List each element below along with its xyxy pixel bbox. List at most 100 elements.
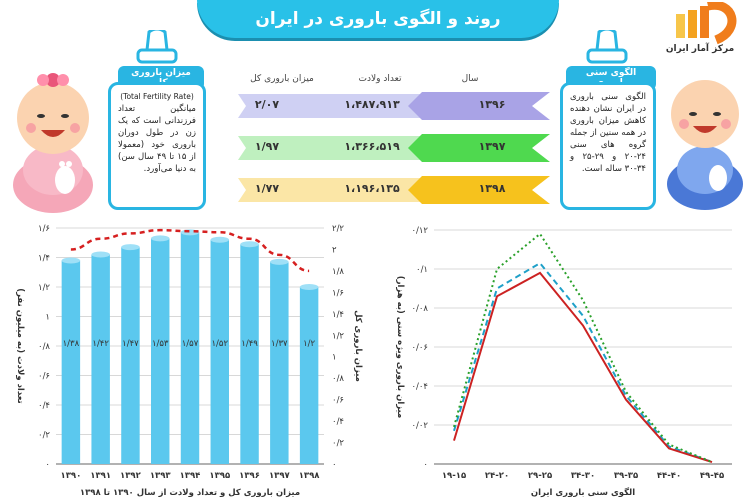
table-row: ۲/۰۷ ۱،۴۸۷،۹۱۳ ۱۳۹۶ <box>232 90 550 122</box>
y2-tick-label: ۱/۸ <box>332 267 344 277</box>
header-year: سال <box>461 74 479 84</box>
bar <box>240 244 259 464</box>
bar-cap <box>240 241 259 248</box>
row-band <box>238 178 432 202</box>
table-row: ۱/۷۷ ۱،۱۹۶،۱۳۵ ۱۳۹۸ <box>232 174 550 206</box>
x-tick-label: ۴۹-۴۵ <box>700 471 724 481</box>
left-panel-body: میانگین تعداد فرزندانی است که یک زن در ط… <box>118 104 197 174</box>
tfr-value: ۲/۰۷ <box>254 98 280 111</box>
y-tick-label: ۱ <box>45 313 50 323</box>
year-value: ۱۳۹۷ <box>478 140 506 153</box>
tfr-english: (Total Fertility Rate) <box>120 92 194 101</box>
bar-cap <box>270 258 289 265</box>
logo-icon <box>676 2 737 45</box>
row-band <box>238 136 432 160</box>
y-tick-label: ۰/۰۲ <box>411 421 428 431</box>
year-arrow <box>408 92 550 120</box>
bar-cap <box>299 284 319 290</box>
bar <box>150 238 170 464</box>
y-axis-label: تعداد ولادت (به میلیون نفر) <box>15 288 25 404</box>
x-tick-label: ۱۳۹۴ <box>180 471 201 481</box>
y2-tick-label: ۱ <box>332 353 337 363</box>
year-value: ۱۳۹۶ <box>478 98 506 111</box>
bar-cap <box>121 244 140 251</box>
right-panel: الگوی سنی باروری در ایران نشان دهنده کاه… <box>560 82 656 210</box>
y2-tick-label: ۰/۶ <box>332 396 344 406</box>
logo-text: مرکز آمار ایران <box>665 44 735 54</box>
y2-tick-label: ۰/۸ <box>332 374 344 384</box>
row-band <box>238 94 432 118</box>
series-line <box>453 232 713 463</box>
births-value: ۱،۱۹۶،۱۳۵ <box>344 182 400 195</box>
bar-value-label: ۱/۳۸ <box>63 339 80 349</box>
y2-tick-label: ۱/۴ <box>332 310 344 320</box>
page-title: روند و الگوی باروری در ایران <box>197 0 559 38</box>
x-axis-label: الگوی سنی باروری ایران <box>531 487 635 498</box>
year-arrow <box>408 176 550 204</box>
tfr-value: ۱/۹۷ <box>254 140 280 153</box>
y-tick-label: ۰/۲ <box>38 431 50 441</box>
bar-cap <box>61 257 81 264</box>
x-axis-label: میزان باروری کل و تعداد ولادت از سال ۱۳۹… <box>80 488 300 498</box>
bar-cap <box>210 236 230 243</box>
y-tick-label: ۰/۶ <box>38 372 50 382</box>
bar-value-label: ۱/۴۹ <box>241 339 258 349</box>
left-panel: (Total Fertility Rate) میانگین تعداد فرز… <box>108 82 206 210</box>
row-background <box>238 92 550 120</box>
bar-value-label: ۱/۴۷ <box>122 339 139 349</box>
y-axis-label: میزان باروری ویژه سنی (به هزار) <box>395 276 405 419</box>
bar <box>121 247 140 464</box>
y2-tick-label: ۰/۲ <box>332 439 344 449</box>
x-tick-label: ۱۳۹۵ <box>209 471 230 481</box>
y-tick-label: ۰/۱۲ <box>411 226 428 236</box>
x-tick-label: ۳۹-۳۵ <box>614 471 638 481</box>
y2-tick-label: ۱/۲ <box>332 331 344 341</box>
bar-value-label: ۱/۵۲ <box>211 339 228 349</box>
x-tick-label: ۲۹-۲۵ <box>528 471 552 481</box>
bar-value-label: ۱/۵۳ <box>152 339 169 349</box>
bar-cap <box>150 235 170 242</box>
bar <box>270 261 289 464</box>
tfr-births-chart: ۰ ۰/۲ ۰/۴ ۰/۶ ۰/۸ ۱ ۱/۲ ۱/۴ ۱/۶ ۰ ۰/۲ ۰/۴ ۰/۶ ۰/۸ ۱ ۱/۲… <box>15 224 363 498</box>
series-line <box>453 261 713 463</box>
bottle-cap-left <box>136 30 178 64</box>
y-tick-label: ۰/۰۴ <box>411 382 428 392</box>
x-tick-label: ۱۳۹۸ <box>299 471 321 481</box>
tfr-value: ۱/۷۷ <box>254 182 280 195</box>
bar <box>91 254 110 464</box>
bar <box>180 232 200 464</box>
age-fertility-chart: ۰ ۰/۰۲ ۰/۰۴ ۰/۰۶ ۰/۰۸ ۰/۱ ۰/۱۲ ۱۹-۱۵ ۲۴-۲۰ ۲۹-۲۵ ۳… <box>395 226 732 498</box>
row-background <box>238 176 550 204</box>
y-tick-label: ۰/۰۸ <box>411 304 428 314</box>
bar-value-label: ۱/۳۷ <box>271 339 288 349</box>
x-tick-label: ۱۳۹۲ <box>120 471 142 481</box>
tfr-line <box>70 228 310 273</box>
y2-tick-label: ۲/۲ <box>332 224 344 234</box>
y2-tick-label: ۰ <box>332 460 337 470</box>
table-row: ۱/۹۷ ۱،۳۶۶،۵۱۹ ۱۳۹۷ <box>232 132 550 164</box>
baby-boy-icon <box>667 80 743 210</box>
row-background <box>238 134 550 162</box>
bar-value-label: ۱/۵۷ <box>182 339 199 349</box>
x-tick-label: ۱۳۹۳ <box>150 471 172 481</box>
x-tick-label: ۲۴-۲۰ <box>485 471 509 481</box>
y-tick-label: ۰ <box>423 460 428 470</box>
x-tick-label: ۱۳۹۷ <box>269 471 291 481</box>
y2-tick-label: ۲ <box>332 245 337 255</box>
series-line <box>453 271 713 464</box>
year-arrow <box>408 134 550 162</box>
x-tick-label: ۳۴-۳۰ <box>571 471 595 481</box>
header-births: تعداد ولادت <box>358 74 402 84</box>
y2-tick-label: ۱/۶ <box>332 288 344 298</box>
bar-cap <box>91 251 110 258</box>
y2-tick-label: ۰/۴ <box>332 417 344 427</box>
y-tick-label: ۰/۴ <box>38 401 50 411</box>
bar <box>210 239 230 464</box>
x-tick-label: ۱۳۹۱ <box>90 471 111 481</box>
bar <box>61 260 81 464</box>
y-tick-label: ۱/۲ <box>38 283 50 293</box>
y-tick-label: ۰/۱ <box>416 265 428 275</box>
bottle-cap-right <box>586 30 628 64</box>
right-panel-body: الگوی سنی باروری در ایران نشان دهنده کاه… <box>570 92 646 174</box>
y-tick-label: ۱/۶ <box>38 224 50 234</box>
